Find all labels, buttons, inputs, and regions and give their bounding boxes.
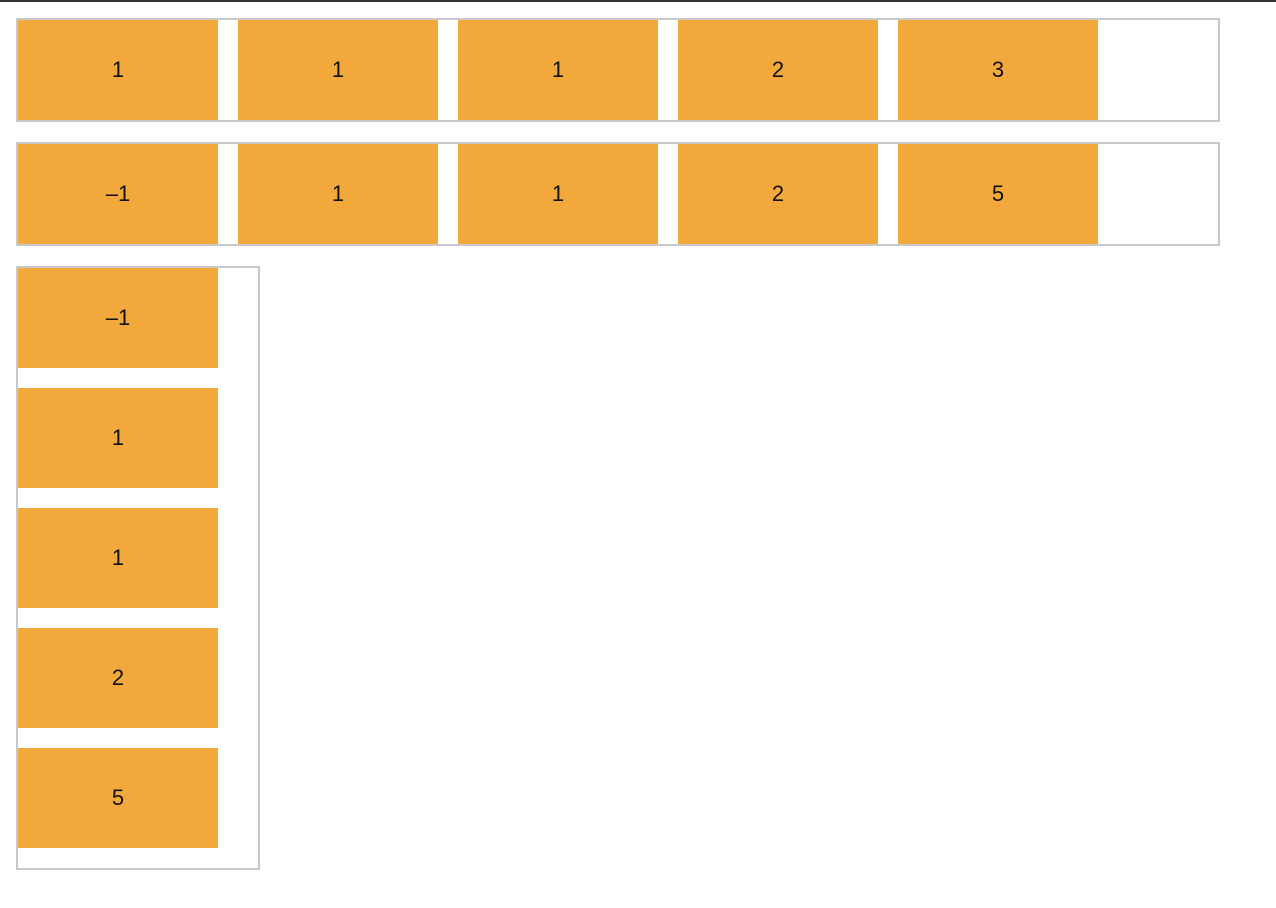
flex-item: 1 <box>458 20 658 120</box>
flex-item: 1 <box>18 388 218 488</box>
row-container-b: –1 1 1 2 5 <box>16 142 1220 246</box>
flex-item: 2 <box>678 144 878 244</box>
column-container: –1 1 1 2 5 <box>16 266 260 870</box>
flex-item: 1 <box>18 20 218 120</box>
flex-item: 1 <box>18 508 218 608</box>
top-divider <box>0 0 1276 2</box>
flex-item: –1 <box>18 268 218 368</box>
flex-item: 1 <box>238 20 438 120</box>
flex-item: 1 <box>238 144 438 244</box>
flex-item: 1 <box>458 144 658 244</box>
flex-item: 5 <box>898 144 1098 244</box>
row-container-a: 1 1 1 2 3 <box>16 18 1220 122</box>
flex-item: –1 <box>18 144 218 244</box>
flex-item: 3 <box>898 20 1098 120</box>
flex-item: 2 <box>18 628 218 728</box>
flex-item: 2 <box>678 20 878 120</box>
flex-item: 5 <box>18 748 218 848</box>
